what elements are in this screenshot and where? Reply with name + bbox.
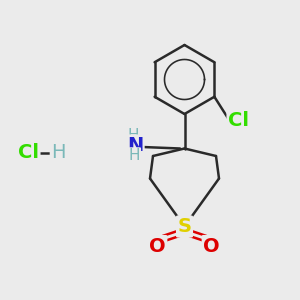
Text: H: H [128, 148, 140, 164]
Text: H: H [128, 128, 139, 143]
Text: O: O [149, 236, 166, 256]
Text: S: S [178, 217, 191, 236]
Text: O: O [203, 236, 220, 256]
Text: H: H [51, 143, 66, 163]
Text: N: N [127, 136, 143, 155]
Text: Cl: Cl [228, 111, 249, 130]
Text: Cl: Cl [18, 143, 39, 163]
